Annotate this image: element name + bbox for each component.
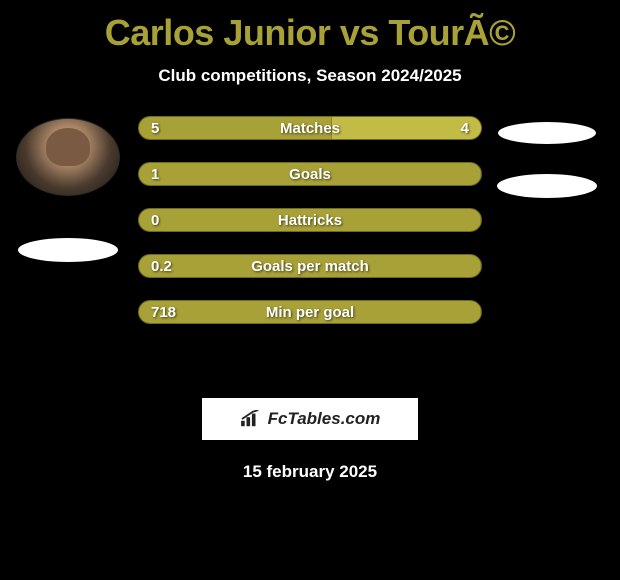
brand-text: FcTables.com bbox=[268, 409, 381, 429]
stat-label: Goals bbox=[139, 166, 481, 183]
stat-label: Min per goal bbox=[139, 304, 481, 321]
comparison-panel: 5 Matches 4 1 Goals 0 Hattricks 0.2 Goal… bbox=[0, 116, 620, 376]
player-right-name-oval bbox=[497, 174, 597, 198]
stat-label: Goals per match bbox=[139, 258, 481, 275]
player-left-name-oval bbox=[18, 238, 118, 262]
stat-row-matches: 5 Matches 4 bbox=[138, 116, 482, 140]
player-right-column bbox=[492, 116, 602, 198]
bar-chart-icon bbox=[240, 410, 262, 428]
stat-label: Matches bbox=[139, 120, 481, 137]
stat-label: Hattricks bbox=[139, 212, 481, 229]
brand-badge[interactable]: FcTables.com bbox=[202, 398, 418, 440]
stat-row-goals: 1 Goals bbox=[138, 162, 482, 186]
page-subtitle: Club competitions, Season 2024/2025 bbox=[0, 66, 620, 86]
page-title: Carlos Junior vs TourÃ© bbox=[0, 0, 620, 54]
stat-row-hattricks: 0 Hattricks bbox=[138, 208, 482, 232]
stat-row-gpm: 0.2 Goals per match bbox=[138, 254, 482, 278]
player-left-avatar bbox=[16, 118, 120, 196]
player-left-column bbox=[8, 116, 128, 262]
stat-bars: 5 Matches 4 1 Goals 0 Hattricks 0.2 Goal… bbox=[138, 116, 482, 324]
stat-right-value: 4 bbox=[461, 120, 469, 137]
stat-row-mpg: 718 Min per goal bbox=[138, 300, 482, 324]
date-text: 15 february 2025 bbox=[0, 462, 620, 482]
player-right-avatar-oval bbox=[498, 122, 596, 144]
